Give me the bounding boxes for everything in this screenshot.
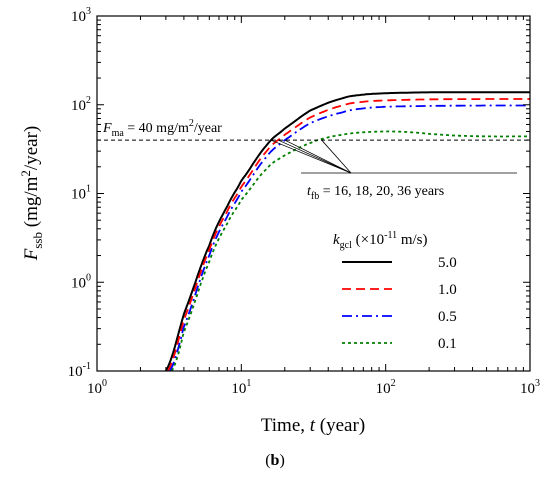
annotation-leader (278, 139, 352, 174)
annotation-leader (321, 139, 352, 174)
legend-title: kgcl (×10-11 m/s) (333, 230, 428, 251)
plot-frame (96, 15, 531, 372)
figure-caption: (b) (265, 452, 285, 469)
x-axis-title: Time, t (year) (261, 415, 365, 436)
reference-line-label: Fma = 40 mg/m2/year (102, 118, 222, 139)
data-lines (165, 91, 530, 371)
y-tick-label: 102 (71, 95, 91, 114)
x-tick-label: 103 (520, 378, 540, 397)
legend-label-0.1: 0.1 (438, 336, 457, 352)
y-axis-title: Fssb (mg/m2/year) (18, 126, 45, 261)
y-tick-label: 103 (71, 6, 91, 25)
annotation-leader (270, 139, 352, 174)
series-line-0.1 (170, 130, 530, 371)
series-line-1.0 (167, 98, 530, 371)
annotation-leader (284, 139, 352, 174)
series-line-0.5 (169, 104, 530, 371)
x-tick-label: 100 (87, 378, 107, 397)
legend: kgcl (×10-11 m/s) 5.0 1.0 0.5 0.1 (333, 230, 457, 352)
legend-label-5.0: 5.0 (438, 255, 457, 271)
x-tick-label: 101 (231, 378, 251, 397)
legend-label-0.5: 0.5 (438, 309, 457, 325)
y-tick-label: 100 (71, 272, 91, 291)
y-tick-label: 10-1 (68, 361, 91, 380)
legend-label-1.0: 1.0 (438, 282, 457, 298)
annotation-label: tfb = 16, 18, 20, 36 years (307, 184, 444, 202)
series-line-5.0 (165, 91, 530, 371)
reference-line-group (97, 139, 530, 174)
x-tick-label: 102 (376, 378, 396, 397)
y-tick-label: 101 (71, 184, 91, 203)
